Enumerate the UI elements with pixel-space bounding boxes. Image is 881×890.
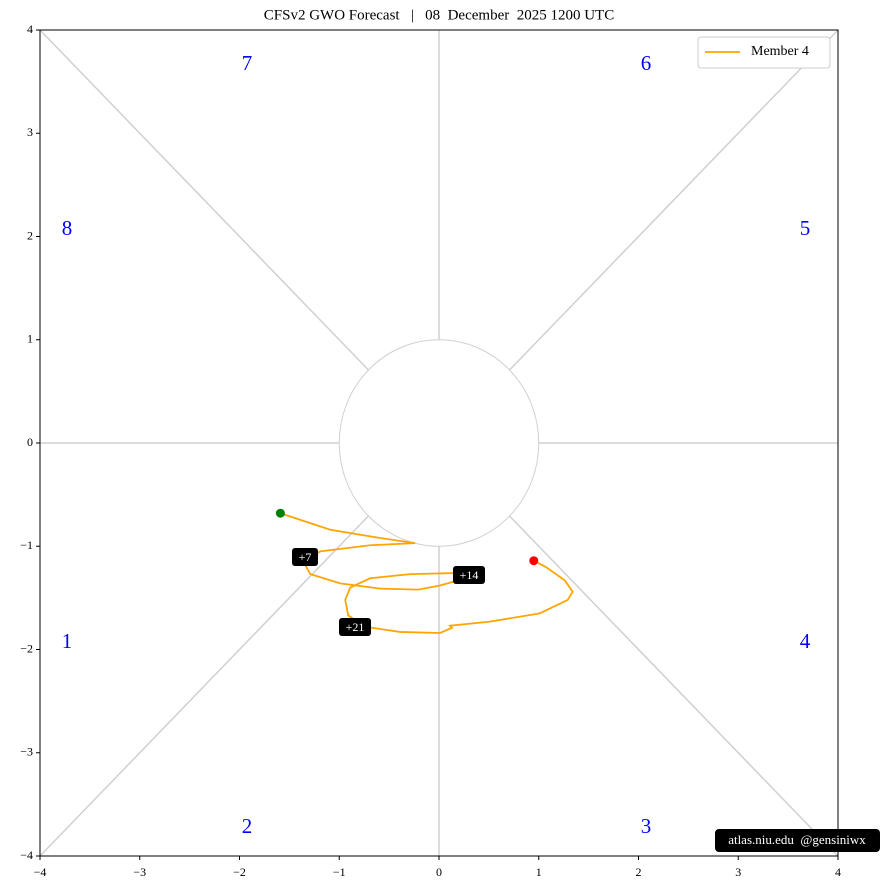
credit-box [715,829,880,852]
phase-label: 5 [800,216,811,240]
x-tick-label: 2 [636,865,642,879]
y-tick-label: 2 [27,228,33,242]
phase-label: 2 [242,814,253,838]
y-tick-label: −1 [20,538,33,552]
legend-box [697,36,831,69]
unit-circle [338,339,540,547]
x-tick-label: −4 [34,865,47,879]
diagonal-line [39,515,370,857]
annotation-box [453,566,485,584]
annotation: +14 [460,568,479,582]
diagonal-line [508,29,839,371]
diagonal-line [508,515,839,857]
annotation-box [292,548,318,566]
phase-label: 7 [242,51,253,75]
phase-label: 6 [641,51,652,75]
diagonal-line [39,29,370,371]
y-tick-label: −3 [20,745,33,759]
y-tick-label: −2 [20,641,33,655]
x-tick-label: 1 [536,865,542,879]
credit: atlas.niu.edu @gensiniwx [728,832,866,847]
phase-label: 8 [62,216,73,240]
annotation: +21 [346,620,365,634]
series-line [280,512,574,634]
y-tick-label: 0 [27,435,33,449]
x-tick-label: −3 [133,865,146,879]
x-tick-label: 3 [735,865,741,879]
legend-label: Member 4 [751,44,809,59]
start-marker [275,508,285,518]
chart-title: CFSv2 GWO Forecast | 08 December 2025 12… [264,7,614,23]
x-tick-label: 0 [436,865,442,879]
annotation: +7 [299,550,312,564]
y-tick-label: −4 [20,848,33,862]
x-tick-label: −2 [233,865,246,879]
end-marker [529,556,539,566]
annotation-box [339,618,371,636]
x-tick-label: 4 [835,865,841,879]
phase-label: 4 [800,629,811,653]
y-tick-label: 1 [27,332,33,346]
y-tick-label: 4 [27,22,33,36]
phase-label: 1 [62,629,73,653]
y-tick-label: 3 [27,125,33,139]
phase-label: 3 [641,814,652,838]
x-tick-label: −1 [333,865,346,879]
